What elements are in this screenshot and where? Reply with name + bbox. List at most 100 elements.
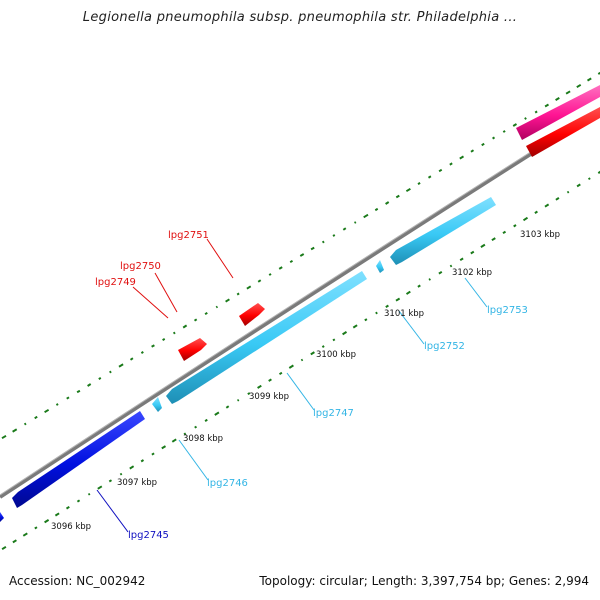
gc-tick (236, 292, 240, 296)
gc-tick (405, 290, 411, 295)
gc-tick (204, 311, 208, 316)
gc-tick (118, 363, 124, 368)
forward-cds-feature-top[interactable] (526, 107, 600, 157)
gc-tick (65, 505, 70, 510)
gc-tick (109, 370, 112, 374)
gc-tick (299, 253, 305, 257)
gene-lpg2752[interactable] (376, 260, 384, 273)
gc-tick (129, 465, 135, 470)
gc-tick (342, 331, 348, 336)
gc-tick (364, 318, 368, 322)
gene-label-lpg2746[interactable]: lpg2746 (207, 478, 248, 489)
kbp-label-3103: 3103 kbp (520, 230, 560, 240)
gc-tick (449, 162, 453, 166)
gc-tick (66, 396, 70, 400)
gc-tick (438, 168, 443, 173)
gc-tick (417, 182, 421, 185)
gc-tick (300, 358, 304, 362)
gene-lpg2745[interactable] (12, 411, 145, 508)
genome-summary-text: Topology: circular; Length: 3,397,754 bp… (259, 574, 589, 588)
gc-tick (395, 297, 401, 302)
kbp-label-3101: 3101 kbp (384, 309, 424, 319)
gc-tick (428, 278, 431, 281)
gc-tick (278, 371, 283, 376)
gc-tick (449, 264, 453, 268)
gc-tick (459, 257, 464, 262)
gc-tick (544, 103, 550, 108)
gc-tick (342, 227, 347, 231)
gc-track-inner (1, 170, 600, 551)
gc-tick (534, 210, 538, 214)
kbp-label-3096: 3096 kbp (51, 522, 91, 532)
gc-tick (502, 130, 506, 133)
gc-tick (491, 237, 496, 242)
gc-tick (278, 266, 283, 270)
gc-tick (555, 197, 560, 201)
gc-tick (12, 428, 18, 433)
gc-tick (385, 201, 390, 205)
gc-tick (204, 418, 208, 422)
gene-label-lpg2752[interactable]: lpg2752 (424, 341, 465, 352)
gc-tick (405, 187, 411, 193)
gc-tick (385, 304, 389, 308)
gc-tick (288, 364, 294, 369)
gc-tick (566, 190, 570, 194)
gc-tick (87, 492, 91, 496)
gene-label-lpg2747[interactable]: lpg2747 (313, 408, 354, 419)
gc-tick (565, 90, 571, 95)
gene-label-lpg2753[interactable]: lpg2753 (487, 305, 528, 316)
gc-tick (129, 357, 134, 361)
forward-rna-feature[interactable] (516, 85, 600, 140)
gene-label-leaders (96, 238, 488, 533)
gc-tick (522, 216, 529, 222)
gene-label-lpg2749[interactable]: lpg2749 (95, 277, 136, 288)
genome-backbone-highlight (0, 107, 600, 496)
gc-tick (171, 438, 177, 443)
gc-track-outer (1, 71, 600, 440)
gc-tick (576, 83, 582, 89)
gc-tick (76, 499, 81, 503)
kbp-label-3098: 3098 kbp (183, 434, 223, 444)
gc-tick (161, 445, 167, 450)
kbp-label-3097: 3097 kbp (117, 478, 157, 488)
gc-tick (375, 311, 378, 315)
gc-tick (214, 411, 220, 416)
gc-tick (268, 273, 272, 276)
gc-tick (87, 383, 92, 387)
gc-tick (586, 77, 592, 82)
gene-lpg2747[interactable] (166, 271, 367, 404)
gc-tick (1, 434, 7, 440)
gene-lpg2746[interactable] (152, 397, 162, 412)
gc-tick (417, 284, 421, 288)
kbp-scale: 3096 kbp 3097 kbp 3098 kbp 3099 kbp 3100… (51, 230, 560, 532)
gc-tick (225, 298, 230, 303)
gene-label-lpg2751[interactable]: lpg2751 (168, 230, 209, 241)
gene-lpg2749[interactable] (178, 338, 207, 361)
gc-tick (480, 243, 486, 248)
gc-tick (310, 246, 315, 251)
gc-tick (151, 452, 155, 456)
gc-tick (257, 279, 262, 283)
gene-lpg2753[interactable] (390, 197, 496, 265)
gc-tick (524, 117, 527, 120)
gc-tick (555, 97, 560, 101)
gc-tick (332, 234, 336, 237)
gc-tick (268, 378, 272, 382)
gc-tick (597, 170, 600, 174)
gene-labels: lpg2745 lpg2746 lpg2747 lpg2749 lpg2750 … (95, 230, 528, 541)
gene-lpg2745-left[interactable] (0, 512, 4, 522)
gene-label-lpg2750[interactable]: lpg2750 (120, 261, 161, 272)
kbp-label-3099: 3099 kbp (249, 392, 289, 402)
gene-label-lpg2745[interactable]: lpg2745 (128, 530, 169, 541)
gc-tick (470, 149, 475, 153)
gene-lpg2751[interactable] (239, 303, 265, 326)
gc-tick (257, 384, 262, 389)
gc-tick (172, 331, 176, 335)
gc-tick (321, 345, 325, 348)
gc-tick (427, 175, 432, 179)
gc-tick (544, 203, 550, 208)
gc-tick (44, 408, 50, 414)
gc-tick (513, 224, 517, 228)
gc-tick (321, 240, 325, 244)
